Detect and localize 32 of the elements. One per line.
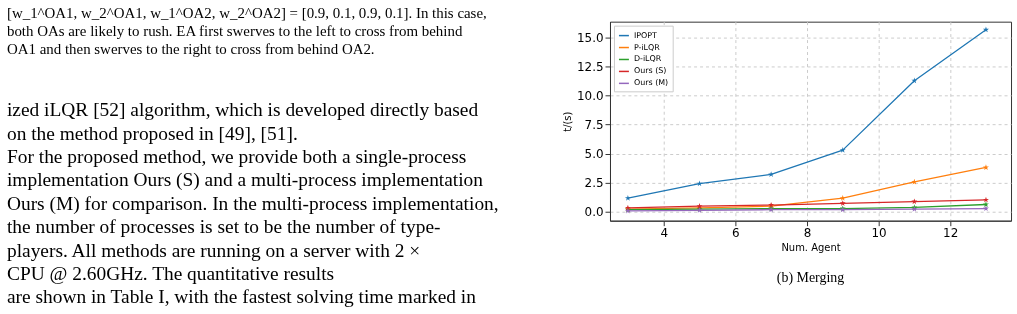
x-tick-label: 8 xyxy=(803,226,812,241)
legend-label: Ours (M) xyxy=(633,78,669,88)
x-axis-title: Num. Agent xyxy=(781,242,841,254)
legend-label: P-iLQR xyxy=(633,42,661,52)
x-tick-label: 10 xyxy=(871,226,887,241)
y-tick-label: 12.5 xyxy=(576,60,604,75)
y-tick-label: 7.5 xyxy=(584,118,604,133)
text: [w_1^OA1, w_2^OA1, w_1^OA2, w_2^OA2] = [0.9, 0.1, 0.9, 0.1]. In this case, xyxy=(6,4,487,21)
text: (b) Merging xyxy=(776,270,845,287)
text: both OAs are likely to rush. EA first swerves to the left to cross from behind xyxy=(6,22,463,39)
legend-label: Ours (S) xyxy=(633,66,667,76)
x-tick-label: 12 xyxy=(943,226,959,241)
y-tick-label: 0.0 xyxy=(584,204,604,219)
legend-label: D-iLQR xyxy=(633,54,662,64)
x-tick-label: 6 xyxy=(732,226,740,241)
text: CPU @ 2.60GHz. The quantitative results xyxy=(6,262,335,284)
text: Ours (M) for comparison. In the multi-process implementation, xyxy=(6,192,499,215)
text: implementation Ours (S) and a multi-process implementation xyxy=(6,169,484,192)
text: the number of processes is set to be the number of type- xyxy=(6,216,441,238)
text: For the proposed method, we provide both a single-process xyxy=(6,145,467,167)
y-axis-title: t/(s) xyxy=(561,111,573,132)
y-tick-label: 2.5 xyxy=(584,175,604,190)
y-tick-label: 15.0 xyxy=(576,31,604,46)
y-tick-label: 5.0 xyxy=(584,147,604,162)
text: OA1 and then swerves to the right to cross from behind OA2. xyxy=(6,40,375,57)
text: ized iLQR [52] algorithm, which is developed directly based xyxy=(6,99,479,121)
legend-label: IPOPT xyxy=(633,30,658,40)
text: on the method proposed in [49], [51]. xyxy=(6,122,298,144)
y-tick-label: 10.0 xyxy=(576,89,604,104)
x-tick-label: 4 xyxy=(660,226,669,241)
text: are shown in Table I, with the fastest solving time marked in xyxy=(6,286,477,308)
text: players. All methods are running on a server with 2 × xyxy=(6,239,421,261)
